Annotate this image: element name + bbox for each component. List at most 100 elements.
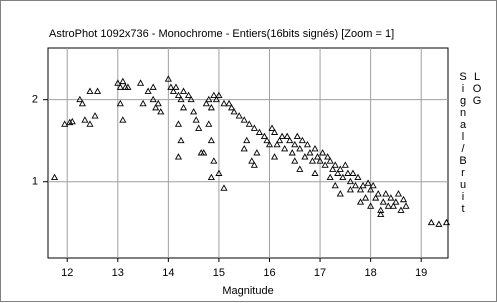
- point: [331, 161, 339, 168]
- point: [68, 117, 76, 125]
- point: [313, 153, 322, 160]
- point: [377, 210, 385, 217]
- point: [119, 77, 127, 85]
- point: [372, 194, 380, 201]
- point: [354, 173, 362, 181]
- point: [346, 185, 354, 193]
- point: [51, 173, 59, 181]
- point: [76, 95, 84, 103]
- point: [288, 149, 296, 156]
- point: [270, 128, 279, 135]
- point: [243, 136, 251, 144]
- point: [286, 136, 294, 144]
- point: [179, 103, 188, 111]
- point: [207, 136, 215, 144]
- point: [296, 165, 304, 172]
- point: [308, 157, 317, 164]
- point: [283, 132, 291, 140]
- point: [349, 169, 357, 176]
- point: [384, 202, 392, 209]
- point: [369, 181, 377, 189]
- point: [78, 99, 86, 107]
- x-tick-label: 12: [61, 267, 73, 279]
- point: [225, 99, 233, 107]
- point: [394, 190, 403, 197]
- x-tick-label: 18: [365, 267, 377, 279]
- point: [324, 153, 332, 160]
- point: [93, 87, 102, 94]
- point: [336, 190, 344, 197]
- point: [200, 149, 208, 156]
- point: [174, 120, 183, 127]
- point: [399, 195, 408, 203]
- point: [61, 120, 69, 127]
- point: [296, 144, 304, 152]
- point: [392, 198, 400, 205]
- point: [389, 202, 397, 209]
- y-tick-label: 2: [32, 94, 38, 106]
- x-tick-label: 17: [314, 267, 326, 279]
- point: [291, 157, 299, 164]
- point: [351, 181, 360, 189]
- point: [240, 116, 248, 123]
- x-tick-label: 15: [213, 267, 225, 279]
- point: [263, 136, 271, 144]
- point: [207, 103, 215, 111]
- point: [265, 140, 274, 148]
- point: [215, 169, 223, 176]
- point: [179, 87, 188, 94]
- point: [306, 149, 314, 156]
- point: [298, 136, 306, 144]
- point: [215, 91, 223, 99]
- point: [334, 169, 342, 176]
- chart-title: AstroPhot 1092x736 - Monochrome - Entier…: [49, 28, 394, 40]
- point: [293, 132, 301, 140]
- point: [205, 95, 213, 103]
- point: [172, 83, 180, 90]
- x-axis-label: Magnitude: [222, 285, 273, 297]
- point: [210, 91, 218, 99]
- point: [167, 83, 175, 90]
- point: [124, 83, 132, 90]
- point: [116, 83, 124, 90]
- point: [220, 99, 228, 107]
- point: [387, 194, 395, 201]
- point: [152, 103, 160, 111]
- point: [326, 173, 334, 181]
- point: [364, 179, 372, 186]
- point: [278, 132, 286, 140]
- point: [154, 99, 162, 107]
- point: [174, 91, 183, 99]
- point: [169, 87, 177, 94]
- point: [187, 95, 195, 103]
- point: [316, 157, 324, 164]
- point: [136, 79, 145, 86]
- point: [253, 149, 261, 156]
- point: [339, 173, 347, 181]
- point: [268, 124, 276, 131]
- point: [116, 99, 124, 107]
- point: [212, 95, 220, 103]
- point: [250, 161, 258, 168]
- point: [185, 91, 193, 99]
- y-tick-label: 1: [32, 176, 38, 188]
- point: [276, 136, 284, 144]
- point: [362, 194, 370, 201]
- point: [281, 144, 289, 152]
- point: [255, 128, 263, 135]
- point: [192, 116, 200, 123]
- point: [220, 184, 228, 191]
- point: [164, 75, 172, 82]
- x-tick-label: 19: [415, 267, 427, 279]
- point: [326, 157, 334, 164]
- x-tick-label: 13: [112, 267, 124, 279]
- point: [119, 116, 127, 123]
- point: [235, 112, 243, 119]
- point: [86, 87, 94, 94]
- point: [177, 95, 185, 103]
- y-axis-label: LOG Signal/Bruit: [457, 71, 483, 215]
- point: [356, 198, 365, 205]
- point: [382, 190, 390, 197]
- point: [230, 108, 238, 115]
